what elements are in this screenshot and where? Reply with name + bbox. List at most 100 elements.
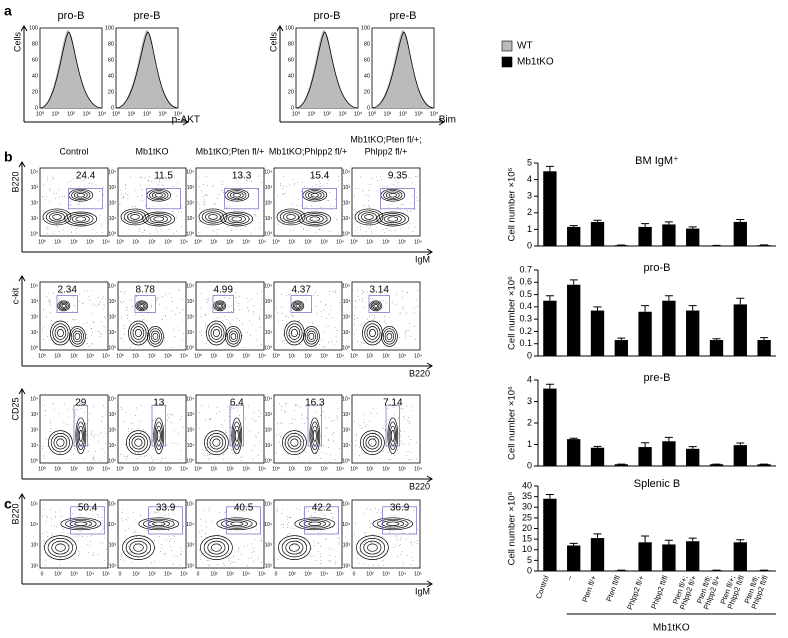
event-dot (339, 538, 340, 539)
event-dot (206, 299, 208, 300)
event-dot (414, 226, 416, 228)
contour (285, 540, 304, 555)
event-dot (408, 417, 410, 418)
event-dot (338, 543, 340, 545)
event-dot (225, 430, 227, 432)
event-dot (408, 442, 410, 444)
event-dot (282, 557, 283, 559)
contour (294, 302, 302, 309)
bar (638, 447, 652, 466)
event-dot (72, 540, 73, 542)
event-dot (228, 448, 229, 449)
event-dot (121, 302, 123, 304)
event-dot (75, 319, 77, 321)
event-dot (384, 430, 386, 432)
event-dot (79, 530, 81, 532)
event-dot (73, 178, 74, 180)
event-dot (250, 232, 252, 234)
event-dot (174, 513, 176, 515)
bar (662, 224, 676, 246)
event-dot (157, 231, 159, 233)
event-dot (151, 456, 153, 458)
event-dot (291, 527, 292, 529)
event-dot (254, 420, 255, 421)
event-dot (235, 407, 236, 409)
event-dot (317, 532, 319, 534)
contour (76, 421, 86, 451)
bar (733, 221, 747, 246)
event-dot (258, 455, 259, 456)
contour (286, 214, 296, 220)
event-dot (287, 453, 289, 455)
histogram-ko (39, 31, 103, 109)
event-dot (410, 534, 411, 536)
event-dot (232, 562, 234, 564)
contour (295, 303, 301, 308)
contour (60, 517, 102, 531)
event-dot (102, 416, 104, 418)
event-dot (339, 302, 341, 304)
event-dot (253, 311, 255, 312)
event-dot (230, 406, 232, 408)
contour (359, 538, 386, 558)
event-dot (253, 551, 255, 552)
event-dot (154, 178, 155, 180)
event-dot (337, 418, 339, 420)
contour (357, 210, 381, 224)
event-dot (142, 319, 144, 321)
event-dot (52, 540, 53, 542)
event-dot (368, 445, 369, 447)
event-dot (374, 536, 375, 538)
event-dot (281, 524, 282, 526)
event-dot (89, 413, 91, 415)
event-dot (325, 427, 326, 429)
contour (50, 320, 71, 346)
event-dot (151, 181, 152, 182)
event-dot (355, 187, 357, 189)
x-tick-label: 10³ (242, 466, 250, 472)
y-tick-label: 15 (522, 534, 532, 544)
event-dot (44, 561, 45, 563)
event-dot (47, 536, 49, 538)
event-dot (59, 560, 61, 562)
event-dot (171, 310, 172, 312)
event-dot (74, 304, 76, 306)
event-dot (409, 223, 411, 225)
bar (686, 448, 700, 466)
gate-percentage: 4.37 (291, 285, 311, 296)
event-dot (204, 194, 206, 196)
event-dot (400, 430, 402, 432)
event-dot (373, 564, 374, 566)
event-dot (172, 563, 174, 565)
event-dot (120, 453, 122, 455)
event-dot (400, 435, 401, 436)
panel-label: c (4, 496, 12, 512)
event-dot (125, 457, 127, 459)
y-tick-label: 10² (109, 314, 117, 320)
y-tick-label: 10² (187, 200, 195, 206)
y-tick-label: 10² (109, 563, 117, 569)
event-dot (405, 220, 406, 221)
event-dot (164, 552, 166, 554)
event-dot (126, 307, 128, 308)
event-dot (47, 233, 49, 234)
event-dot (165, 515, 166, 516)
event-dot (313, 175, 315, 177)
event-dot (205, 449, 206, 451)
event-dot (87, 290, 89, 292)
event-dot (69, 459, 71, 460)
contour (284, 320, 305, 346)
x-axis-label: IgM (415, 254, 430, 264)
event-dot (230, 409, 232, 410)
event-dot (121, 409, 123, 410)
x-tick-label: 10⁰ (116, 353, 124, 359)
event-dot (172, 520, 174, 522)
contour (205, 212, 221, 222)
event-dot (239, 176, 241, 177)
error-bar (617, 337, 626, 341)
event-dot (46, 179, 48, 181)
y-tick-label: 0 (35, 105, 38, 111)
contour (71, 190, 91, 201)
event-dot (377, 543, 379, 545)
event-dot (416, 176, 418, 178)
